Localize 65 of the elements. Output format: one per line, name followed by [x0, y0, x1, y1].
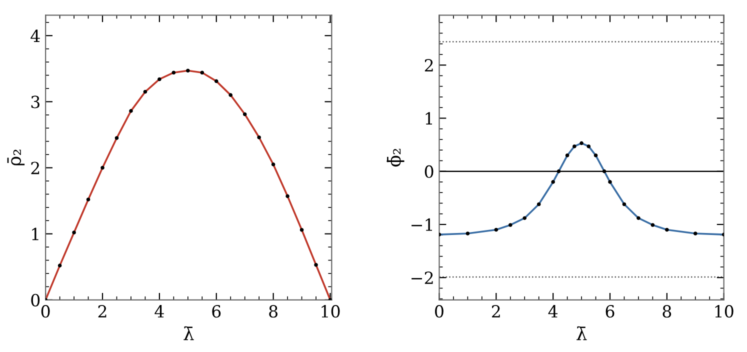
point — [286, 194, 290, 198]
point — [114, 136, 119, 140]
point — [536, 202, 541, 206]
point — [257, 135, 261, 140]
point — [314, 262, 318, 267]
point — [594, 153, 598, 158]
x-tick-label: 0 — [41, 305, 50, 318]
point — [214, 79, 218, 84]
point — [580, 141, 584, 146]
point — [608, 180, 612, 184]
y-tick-label: 1 — [426, 112, 432, 125]
x-tick-label: 10 — [322, 305, 340, 318]
y-tick-label: −1 — [412, 218, 432, 231]
point — [522, 216, 527, 220]
point — [129, 109, 133, 113]
point — [693, 232, 698, 236]
point — [186, 68, 190, 73]
point — [665, 228, 669, 232]
x-axis-title: λ̄ — [184, 326, 194, 340]
y-tick-label: 0 — [31, 294, 40, 306]
x-tick-label: 4 — [154, 305, 164, 318]
point — [158, 77, 162, 82]
point — [271, 162, 276, 166]
point — [494, 228, 498, 232]
point — [300, 228, 304, 232]
x-axis-title: λ̄ — [576, 326, 587, 340]
point — [466, 232, 470, 236]
x-tick-label: 10 — [715, 305, 734, 318]
point — [172, 70, 176, 75]
y-tick-label: 1 — [32, 228, 38, 240]
y-tick-label: −2 — [412, 272, 433, 284]
y-tick-label: 3 — [31, 96, 40, 108]
y-tick-label: 2 — [31, 162, 40, 174]
point — [200, 70, 204, 75]
x-tick-label: 6 — [212, 305, 221, 318]
line-series — [439, 142, 724, 236]
y-tick-label: 0 — [424, 165, 434, 178]
point — [242, 112, 247, 116]
point — [586, 144, 591, 148]
point — [72, 230, 76, 234]
point — [565, 153, 570, 158]
x-tick-label: 2 — [492, 305, 500, 318]
point — [508, 223, 512, 227]
x-tick-label: 8 — [662, 305, 672, 318]
y-axis-title: ρ̄₂ — [7, 150, 25, 166]
y-tick-label: 4 — [30, 30, 40, 42]
x-tick-label: 6 — [606, 305, 614, 318]
point — [86, 198, 90, 202]
x-tick-label: 2 — [98, 305, 106, 318]
point — [556, 169, 561, 174]
point — [622, 202, 626, 206]
y-tick-label: 2 — [424, 59, 433, 72]
point — [228, 93, 233, 97]
point — [551, 180, 555, 184]
y-axis-title: ϕ̄₂ — [386, 148, 404, 167]
point — [58, 264, 62, 268]
point — [100, 166, 104, 170]
x-tick-label: 8 — [269, 305, 278, 318]
x-tick-label: 4 — [548, 305, 558, 318]
point — [602, 169, 606, 174]
x-tick-label: 0 — [435, 305, 444, 318]
point — [572, 144, 576, 148]
point — [636, 216, 640, 220]
point — [650, 223, 655, 227]
point — [143, 90, 148, 94]
